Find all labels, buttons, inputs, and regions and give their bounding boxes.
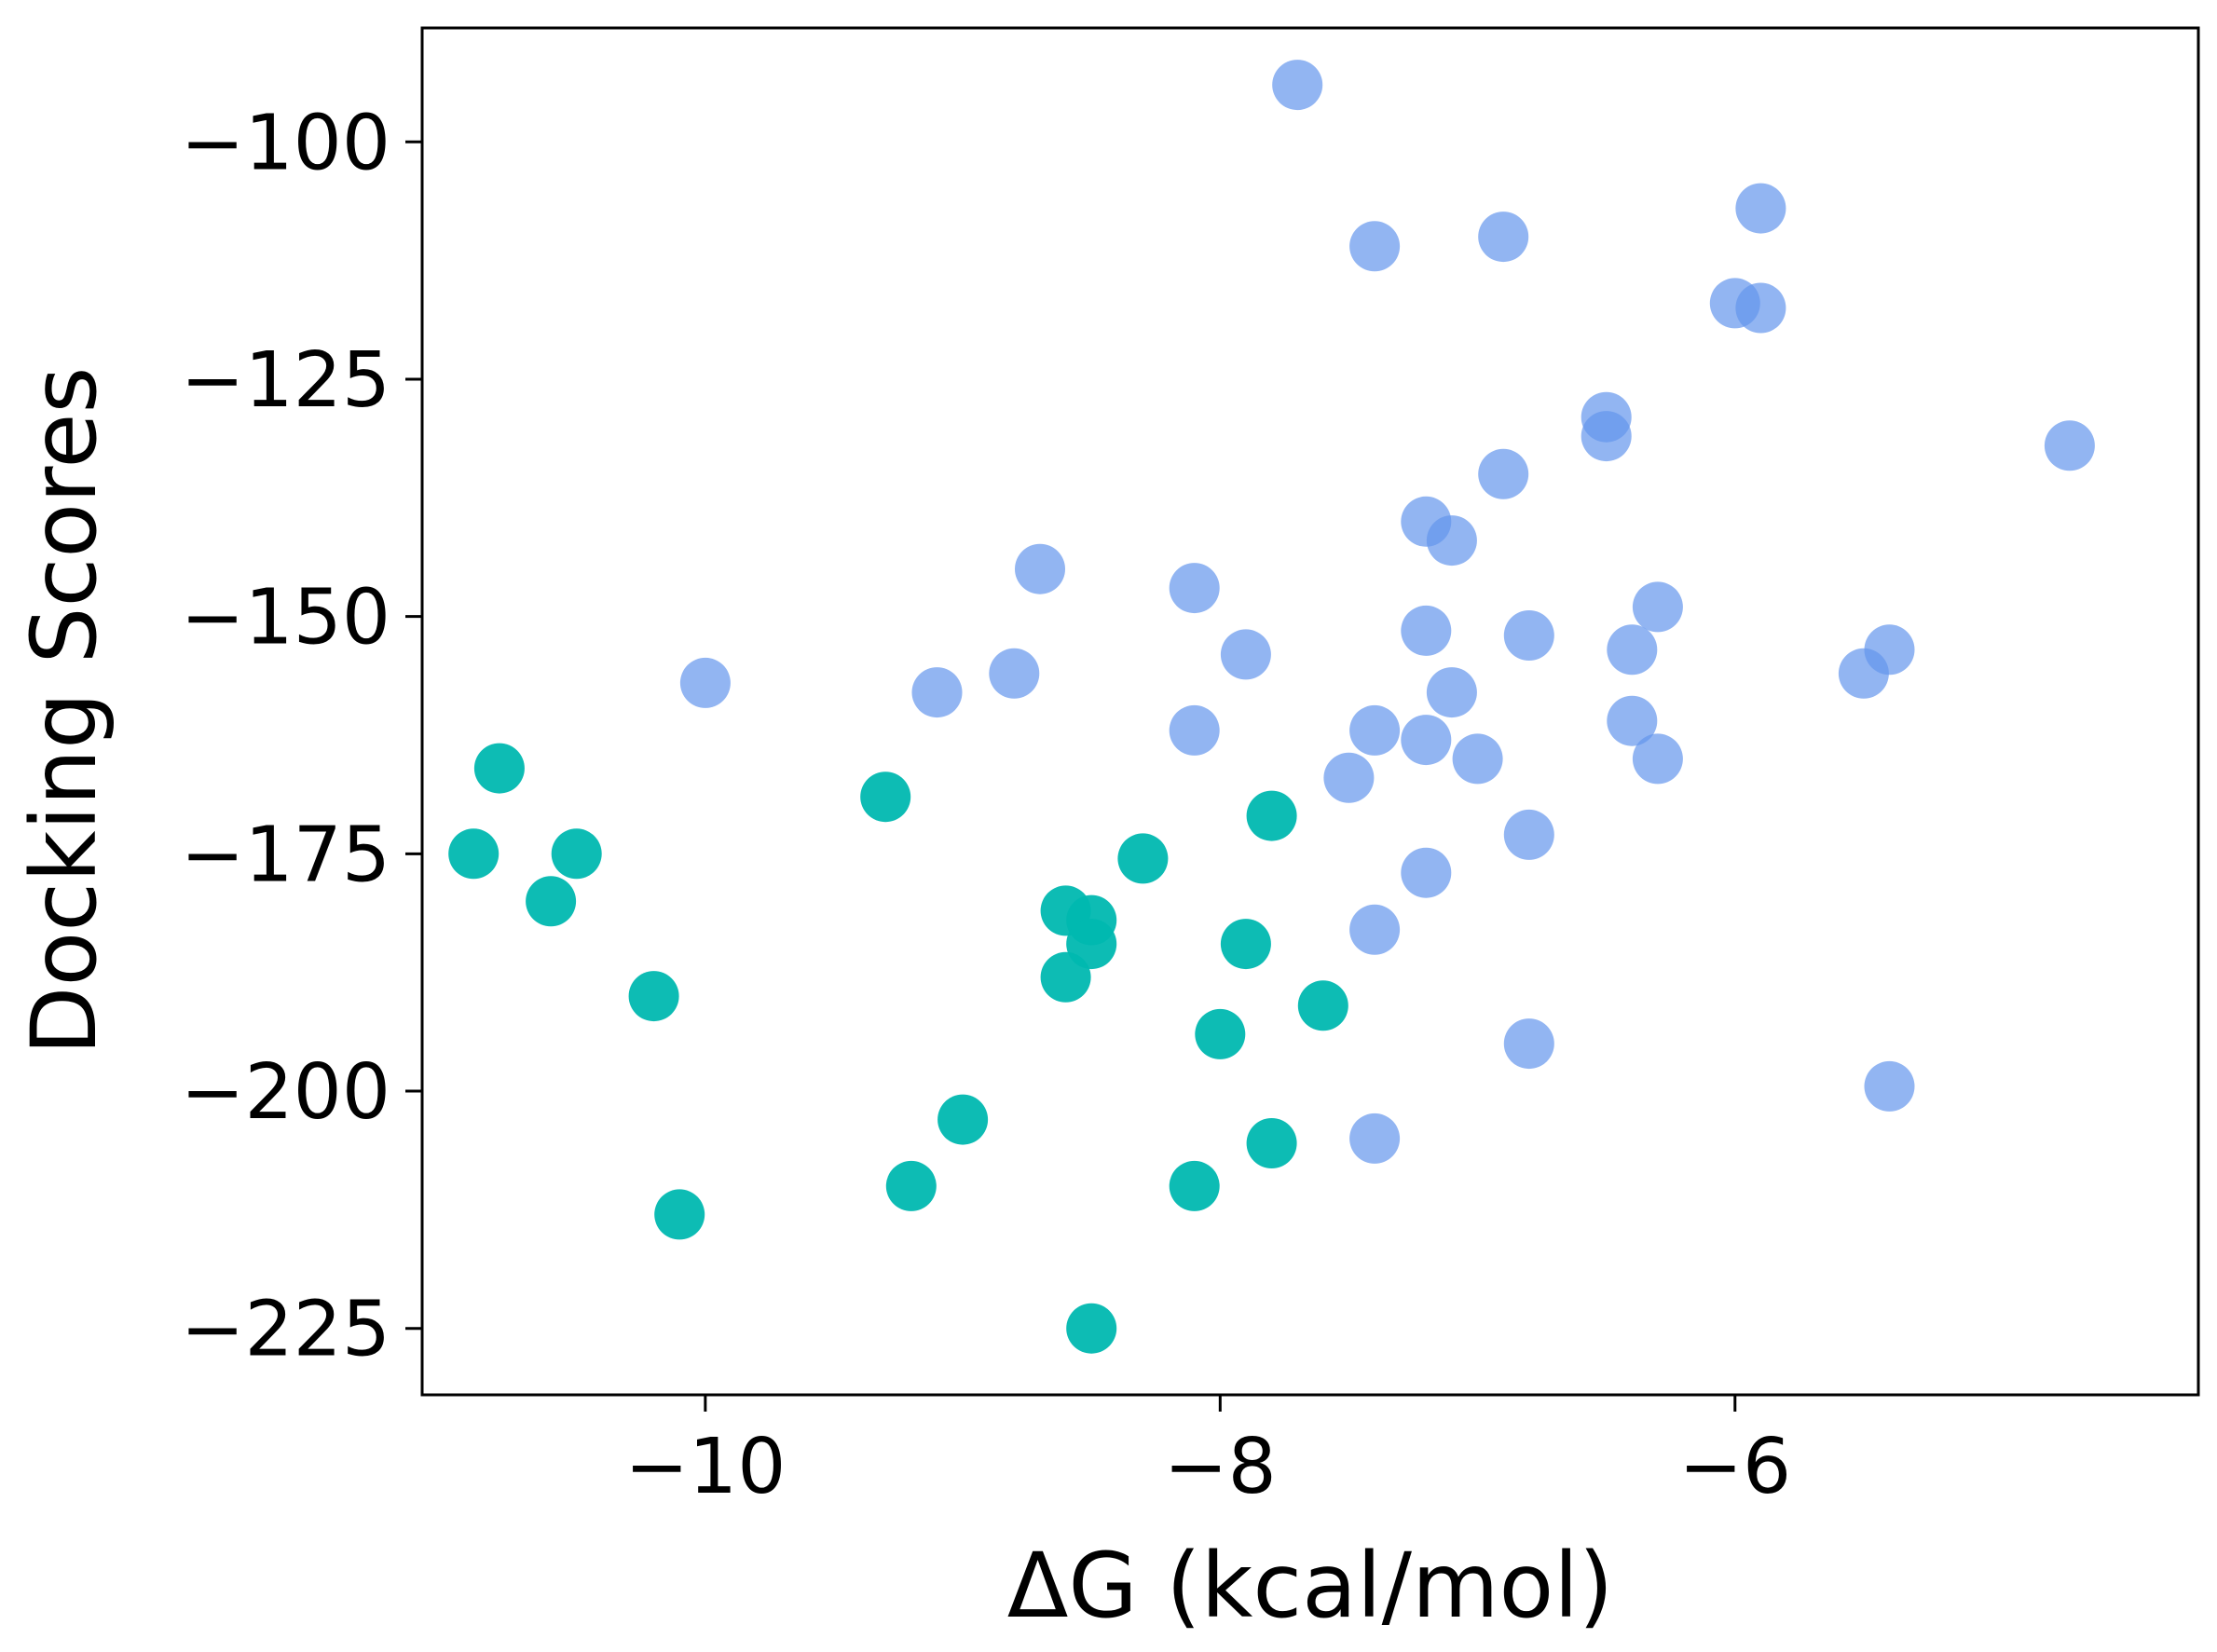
y-tick-label: −200	[181, 1048, 390, 1137]
point-blue-36	[1864, 1060, 1915, 1112]
point-blue-34	[1349, 904, 1401, 955]
data-points	[448, 60, 2095, 1354]
point-teal-1	[860, 771, 911, 823]
x-axis: −10 −8 −6	[624, 1395, 1791, 1511]
y-tick-label: −125	[181, 336, 390, 425]
point-teal-20	[1066, 1303, 1117, 1354]
point-blue-8	[2044, 420, 2095, 471]
point-blue-7	[1581, 411, 1632, 462]
point-blue-22	[679, 657, 731, 708]
point-teal-12	[628, 971, 679, 1022]
point-teal-4	[551, 828, 602, 880]
point-blue-20	[989, 648, 1040, 699]
point-teal-19	[654, 1189, 705, 1240]
y-tick-label: −175	[181, 811, 390, 899]
y-tick-label: −225	[181, 1286, 390, 1374]
point-teal-14	[1195, 1008, 1246, 1059]
point-teal-2	[1246, 790, 1297, 841]
x-axis-title: ΔG (kcal/mol)	[1007, 1534, 1614, 1638]
point-teal-17	[885, 1160, 937, 1211]
point-blue-5	[1735, 282, 1786, 334]
point-blue-3	[1735, 183, 1786, 234]
y-tick-label: −100	[181, 99, 390, 187]
point-teal-10	[1220, 919, 1271, 970]
point-blue-35	[1503, 1018, 1554, 1070]
point-blue-1	[1349, 221, 1401, 272]
x-tick-label: −10	[624, 1423, 786, 1511]
point-blue-32	[1503, 809, 1554, 860]
point-teal-0	[473, 743, 525, 794]
x-tick-label: −8	[1164, 1423, 1277, 1511]
point-blue-26	[1169, 704, 1220, 756]
point-blue-16	[1503, 610, 1554, 661]
point-blue-27	[1349, 704, 1401, 756]
point-teal-15	[937, 1094, 989, 1145]
point-teal-11	[1040, 951, 1091, 1003]
y-axis: −100 −125 −150 −175 −200 −225	[181, 99, 422, 1374]
point-blue-33	[1401, 847, 1452, 898]
point-blue-18	[1607, 624, 1658, 676]
y-tick-label: −150	[181, 574, 390, 662]
point-teal-18	[1169, 1160, 1220, 1211]
point-blue-9	[1478, 448, 1529, 499]
point-blue-30	[1632, 733, 1683, 785]
point-blue-23	[911, 667, 963, 718]
point-blue-17	[1220, 629, 1271, 680]
point-teal-16	[1246, 1118, 1297, 1168]
point-blue-0	[1272, 60, 1323, 111]
point-blue-37	[1349, 1113, 1401, 1164]
point-blue-31	[1323, 752, 1375, 803]
point-blue-25	[1607, 695, 1658, 746]
point-blue-24	[1426, 667, 1477, 718]
y-axis-title: Docking Scores	[12, 367, 116, 1056]
point-blue-12	[1015, 543, 1065, 594]
point-blue-14	[1632, 581, 1683, 633]
point-blue-15	[1401, 605, 1452, 656]
point-blue-2	[1478, 212, 1529, 263]
point-blue-21	[1838, 648, 1889, 699]
point-teal-13	[1297, 980, 1348, 1031]
point-blue-28	[1401, 715, 1452, 766]
point-teal-5	[1117, 833, 1169, 884]
point-blue-13	[1169, 563, 1220, 614]
x-tick-label: −6	[1678, 1423, 1791, 1511]
point-blue-29	[1452, 733, 1503, 785]
plot-frame	[420, 26, 2200, 1397]
point-teal-3	[448, 828, 500, 880]
point-teal-6	[526, 876, 577, 927]
point-blue-11	[1426, 515, 1477, 567]
